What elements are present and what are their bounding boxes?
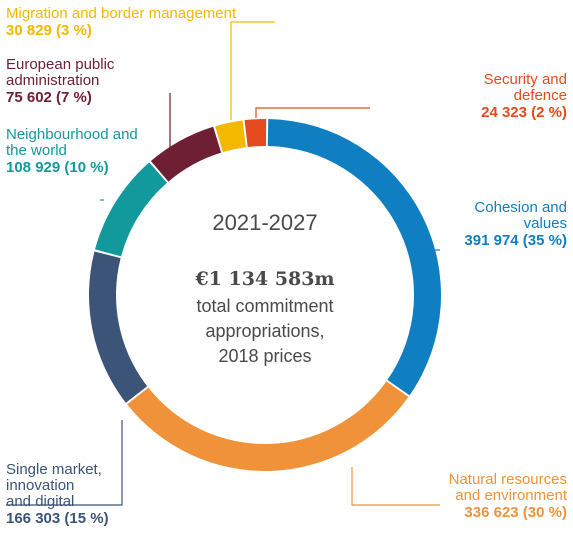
label-value: 391 974 (35 %)	[464, 232, 567, 249]
label-name: values	[523, 215, 567, 232]
label-name: administration	[6, 72, 100, 89]
center-description-line: appropriations,	[205, 321, 325, 341]
slice-single-market	[88, 251, 148, 403]
label-name: Neighbourhood and	[6, 126, 138, 143]
leader-natural-resources	[351, 467, 440, 506]
leader-single-market	[6, 420, 123, 506]
center-description: total commitment appropriations, 2018 pr…	[165, 294, 365, 369]
label-value: 30 829 (3 %)	[6, 22, 92, 39]
label-value: 24 323 (2 %)	[481, 104, 567, 121]
label-name: and environment	[455, 487, 567, 504]
label-migration: Migration and border management 30 829 (…	[6, 6, 236, 40]
label-name: the world	[6, 142, 67, 159]
center-total: €1 134 583m	[195, 268, 335, 290]
slice-cohesion	[267, 119, 442, 396]
label-cohesion: Cohesion and values 391 974 (35 %)	[464, 200, 567, 250]
leader-security	[255, 107, 370, 118]
label-european-public-administration: European public administration 75 602 (7…	[6, 57, 114, 107]
label-value: 75 602 (7 %)	[6, 89, 92, 106]
label-name: European public	[6, 56, 115, 73]
label-neighbourhood: Neighbourhood and the world 108 929 (10 …	[6, 127, 138, 177]
label-name: innovation	[6, 477, 75, 494]
label-name: defence	[513, 87, 567, 104]
slice-european-public-administration	[150, 126, 222, 182]
leader-migration	[230, 21, 275, 120]
slice-natural-resources	[127, 381, 409, 471]
label-single-market: Single market, innovation and digital 16…	[6, 462, 109, 528]
label-natural-resources: Natural resources and environment 336 62…	[449, 472, 567, 522]
label-security: Security and defence 24 323 (2 %)	[481, 72, 567, 122]
label-name: Security and	[483, 71, 567, 88]
label-name: Migration and border management	[6, 5, 237, 22]
label-name: Single market,	[6, 461, 102, 478]
label-name: Cohesion and	[474, 199, 567, 216]
slice-migration	[215, 120, 246, 153]
center-description-line: 2018 prices	[218, 346, 312, 366]
label-value: 336 623 (30 %)	[464, 504, 567, 521]
center-period: 2021-2027	[212, 210, 318, 235]
slice-neighbourhood	[95, 162, 168, 257]
label-value: 108 929 (10 %)	[6, 159, 109, 176]
label-name: and digital	[6, 493, 75, 510]
label-name: Natural resources	[448, 471, 567, 488]
center-description-line: total commitment	[196, 296, 334, 316]
slice-security	[244, 119, 267, 148]
label-value: 166 303 (15 %)	[6, 510, 109, 527]
